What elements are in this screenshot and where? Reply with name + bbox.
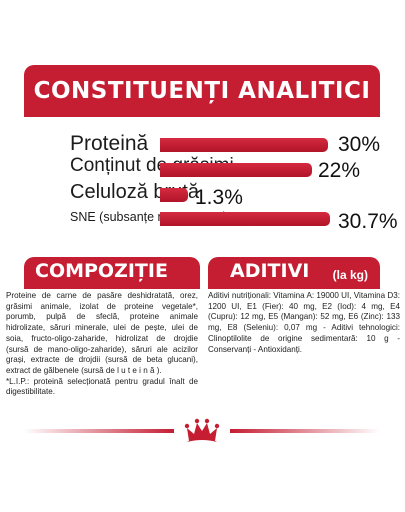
analytics-value: 30%	[338, 134, 380, 155]
additives-body: Aditivi nutriționali: Vitamina A: 19000 …	[208, 291, 400, 355]
analytics-bar	[160, 212, 330, 226]
left-divider	[24, 429, 174, 433]
additives-unit: (la kg)	[333, 268, 368, 282]
analytics-value: 22%	[318, 160, 360, 181]
logo-area	[24, 412, 380, 448]
royal-canin-crown-icon	[182, 414, 222, 448]
additives-header: ADITIVI (la kg)	[208, 257, 380, 289]
analytics-title: CONSTITUENȚI ANALITICI	[34, 78, 371, 104]
analytics-bar	[160, 138, 328, 152]
composition-text: Proteine de carne de pasăre deshidratată…	[6, 291, 198, 377]
right-divider	[230, 429, 380, 433]
analytics-header: CONSTITUENȚI ANALITICI	[24, 65, 380, 117]
analytics-bar	[160, 188, 188, 202]
analytics-value: 1.3%	[195, 187, 243, 208]
analytics-bar	[160, 163, 312, 177]
additives-text: Aditivi nutriționali: Vitamina A: 19000 …	[208, 291, 400, 355]
additives-title: ADITIVI	[230, 260, 309, 282]
composition-note: *L.I.P.: proteină selecționată pentru gr…	[6, 377, 198, 398]
composition-header: COMPOZIȚIE	[24, 257, 200, 289]
analytics-label: Proteină	[70, 133, 148, 154]
composition-title: COMPOZIȚIE	[35, 260, 168, 282]
analytics-value: 30.7%	[338, 211, 398, 232]
composition-body: Proteine de carne de pasăre deshidratată…	[6, 291, 198, 398]
